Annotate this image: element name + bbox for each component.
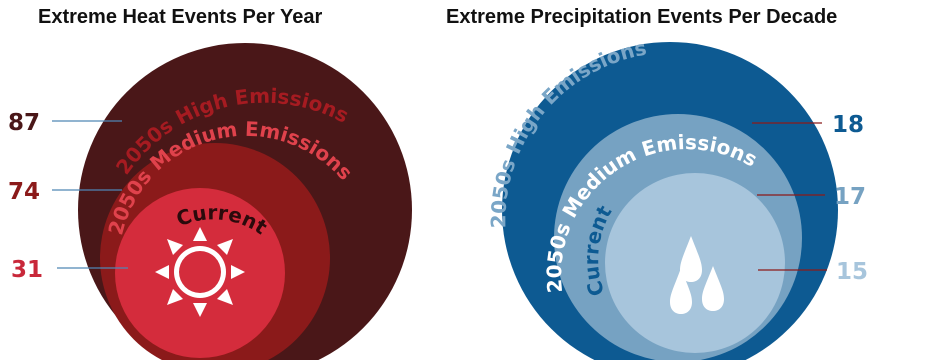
heat-value-high: 87 [8, 110, 122, 136]
raindrops-icon [670, 236, 724, 314]
value-label: 15 [836, 259, 868, 285]
precip-value-current: 15 [758, 259, 868, 285]
precipitation-diagram: 2050s High Emissions 2050s Medium Emissi… [486, 36, 868, 360]
precip-value-high: 18 [752, 112, 864, 138]
sun-icon [155, 227, 245, 317]
value-label: 17 [834, 184, 866, 210]
precip-value-medium: 17 [757, 184, 866, 210]
value-label: 74 [8, 179, 40, 205]
heat-chart-title: Extreme Heat Events Per Year [38, 6, 323, 28]
precipitation-chart-title: Extreme Precipitation Events Per Decade [446, 6, 838, 28]
value-label: 18 [832, 112, 864, 138]
heat-value-current: 31 [11, 257, 128, 283]
value-label: 87 [8, 110, 40, 136]
heat-value-medium: 74 [8, 179, 122, 205]
value-label: 31 [11, 257, 43, 283]
heat-diagram: 2050s High Emissions 2050s Medium Emissi… [8, 43, 412, 360]
